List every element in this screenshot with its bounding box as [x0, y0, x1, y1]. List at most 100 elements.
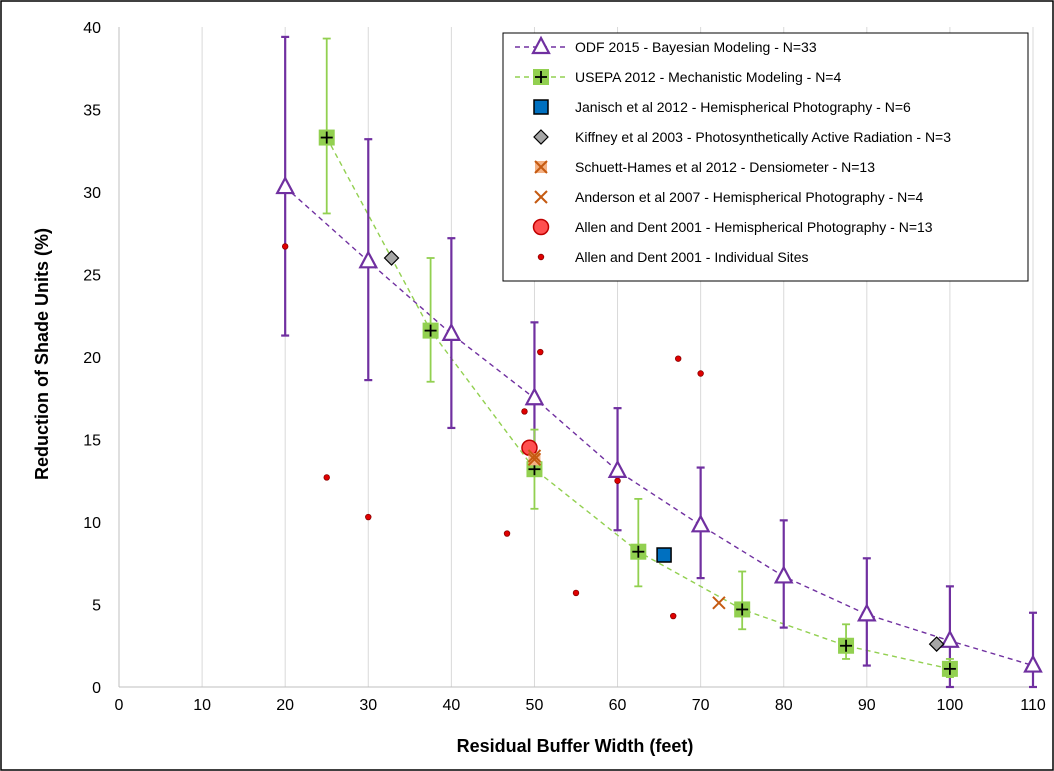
legend-label: Allen and Dent 2001 - Hemispherical Phot… — [575, 219, 933, 235]
dot-mark — [281, 243, 289, 250]
legend-entry: Anderson et al 2007 - Hemispherical Phot… — [534, 189, 923, 205]
marker-plus-square — [941, 660, 958, 677]
series-layer — [275, 35, 1043, 689]
y-tick-label: 40 — [83, 20, 101, 37]
marker-square — [533, 99, 549, 115]
marker-circle-small — [614, 477, 621, 484]
marker-plus-square — [630, 543, 647, 560]
circle-mark — [532, 218, 550, 236]
marker-circle-small — [670, 612, 677, 620]
x-b — [527, 449, 542, 463]
marker-circle-small — [537, 348, 544, 356]
marker-circle-small — [572, 589, 580, 597]
legend-entry: Janisch et al 2012 - Hemispherical Photo… — [533, 99, 911, 115]
marker-triangle — [441, 322, 462, 341]
x-tick-label: 80 — [775, 697, 793, 714]
x-tick-label: 50 — [526, 697, 544, 714]
marker-triangle — [524, 386, 545, 406]
dot-mark — [675, 355, 682, 362]
x-tick-label: 40 — [442, 697, 460, 714]
marker-plus-square — [734, 601, 751, 618]
legend-entry: Kiffney et al 2003 - Photosynthetically … — [533, 129, 951, 145]
marker-square — [656, 547, 672, 563]
marker-triangle — [690, 513, 711, 533]
x-tick-label: 90 — [858, 697, 876, 714]
marker-triangle — [607, 459, 628, 478]
legend-label: USEPA 2012 - Mechanistic Modeling - N=4 — [575, 69, 841, 85]
marker-triangle — [1023, 654, 1043, 673]
marker-plus-square — [422, 322, 439, 339]
marker-circle-small — [675, 355, 682, 362]
axes: 0 10 20 30 40 50 60 70 80 90 100 110 0 5 10 15 20 25 30 35 4… — [83, 20, 1046, 714]
triangle-mark — [940, 629, 960, 648]
y-axis-title: Reduction of Shade Units (%) — [32, 228, 52, 480]
diamond-mark — [383, 250, 400, 266]
y-tick-label: 30 — [83, 185, 101, 202]
y-tick-label: 15 — [83, 433, 101, 450]
legend-label: Anderson et al 2007 - Hemispherical Phot… — [575, 189, 923, 205]
marker-triangle — [940, 629, 960, 648]
legend: ODF 2015 - Bayesian Modeling - N=33 USEPA… — [502, 32, 1029, 282]
marker-circle-small — [281, 243, 289, 250]
marker-circle-small — [323, 474, 330, 481]
triangle-mark — [1023, 654, 1043, 673]
x-tick-label: 100 — [937, 697, 964, 714]
y-tick-label: 0 — [92, 680, 101, 697]
diamond-mark — [533, 129, 549, 145]
marker-triangle — [358, 249, 379, 269]
square-mark — [533, 99, 549, 115]
marker-plus-square — [318, 129, 335, 146]
marker-diamond — [928, 636, 945, 652]
marker-circle-small — [365, 513, 372, 521]
triangle-mark — [358, 249, 379, 269]
legend-label: ODF 2015 - Bayesian Modeling - N=33 — [575, 39, 817, 55]
marker-circle-large — [532, 218, 550, 236]
dot-mark — [503, 530, 511, 537]
legend-entry: Allen and Dent 2001 - Hemispherical Phot… — [532, 218, 933, 236]
marker-triangle — [856, 603, 877, 622]
x-tick-label: 30 — [359, 697, 377, 714]
x-b — [534, 190, 548, 204]
x-tick-label: 70 — [692, 697, 710, 714]
y-tick-label: 20 — [83, 350, 101, 367]
square-mark — [656, 547, 672, 563]
dot-mark — [697, 370, 704, 377]
marker-circle-small — [521, 408, 528, 415]
marker-plus-square — [838, 637, 855, 654]
legend-label: Allen and Dent 2001 - Individual Sites — [575, 249, 808, 265]
marker-plus-square — [533, 69, 549, 85]
x-tick-label: 110 — [1020, 697, 1046, 714]
triangle-mark — [690, 513, 711, 533]
marker-x-square — [527, 452, 542, 467]
dot-mark — [614, 477, 621, 484]
dot-mark — [572, 589, 580, 597]
marker-x — [527, 449, 542, 463]
y-tick-label: 25 — [83, 268, 101, 285]
triangle-mark — [607, 459, 628, 478]
triangle-mark — [773, 565, 794, 584]
y-tick-label: 5 — [92, 598, 101, 615]
x-tick-label: 0 — [115, 697, 124, 714]
x-axis-title: Residual Buffer Width (feet) — [457, 736, 694, 756]
marker-circle-small — [537, 253, 545, 261]
legend-entry: Schuett-Hames et al 2012 - Densiometer -… — [534, 159, 875, 175]
dot-mark — [365, 513, 372, 521]
marker-diamond — [533, 129, 549, 145]
legend-label: Janisch et al 2012 - Hemispherical Photo… — [575, 99, 911, 115]
marker-triangle — [531, 35, 551, 55]
marker-triangle — [773, 565, 794, 584]
legend-entry: ODF 2015 - Bayesian Modeling - N=33 — [515, 35, 817, 55]
x-b — [527, 452, 542, 467]
dot-mark — [537, 348, 544, 356]
marker-x-square — [534, 160, 548, 174]
dot-mark — [670, 612, 677, 620]
x-tick-label: 20 — [276, 697, 294, 714]
marker-circle-small — [503, 530, 511, 537]
marker-circle-small — [697, 370, 704, 377]
marker-x — [534, 190, 548, 204]
triangle-mark — [275, 175, 296, 195]
x-tick-label: 10 — [193, 697, 211, 714]
triangle-mark — [524, 386, 545, 406]
